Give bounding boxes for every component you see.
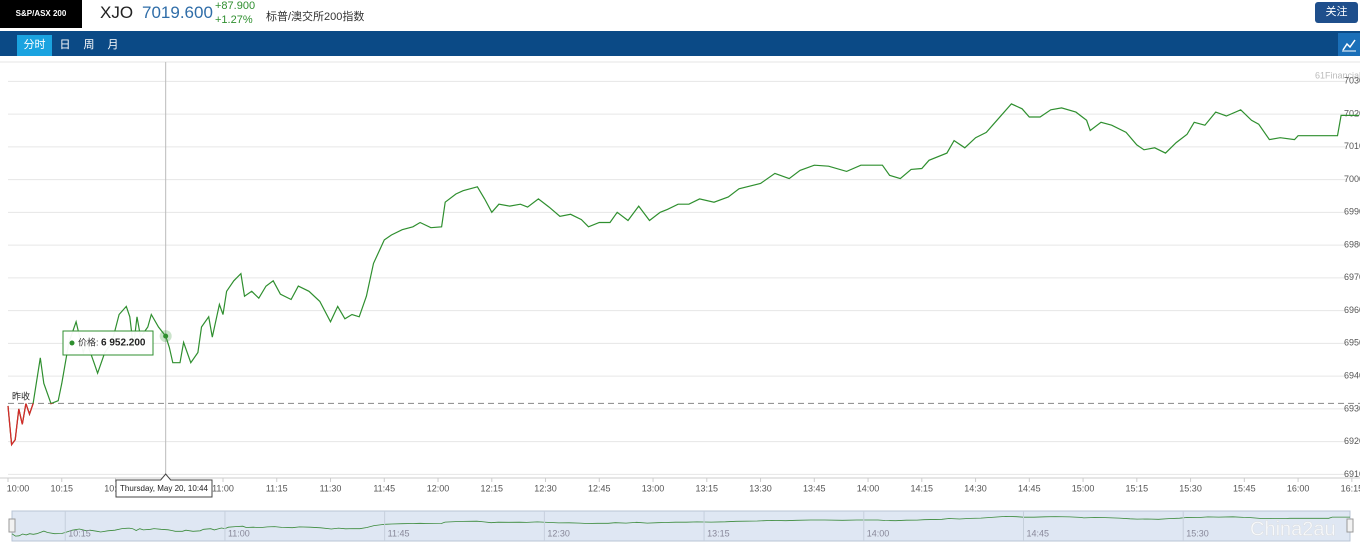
y-tick-label: 6960 [1344,305,1360,315]
credit: China2au [1250,518,1336,540]
x-tick-label: 11:30 [320,483,342,493]
y-tick-label: 6930 [1344,403,1360,413]
x-tick-label: 14:00 [857,483,880,493]
follow-button[interactable]: 关注 [1315,2,1358,23]
navigator [11,510,1351,542]
header: S&P/ASX 200 XJO 7019.600 +87.900 +1.27% … [0,0,1360,31]
x-tick-label: 13:00 [642,483,665,493]
y-tick-label: 6990 [1344,207,1360,217]
x-tick-label: 11:15 [266,483,288,493]
navigator-tick-label: 13:15 [707,528,730,538]
y-tick-label: 6950 [1344,338,1360,348]
navigator-tick-label: 12:30 [547,528,570,538]
x-tick-label: 11:45 [373,483,395,493]
date-flag [115,473,213,498]
y-tick-label: 7000 [1344,174,1360,184]
navigator-handle[interactable] [8,518,16,533]
tooltip-box [62,330,154,356]
navigator-tick-label: 14:45 [1026,528,1049,538]
navigator-tick-label: 11:00 [228,528,250,538]
tab-bar [0,31,1360,56]
x-tick-label: 15:15 [1126,483,1149,493]
x-tick-label: 13:15 [696,483,719,493]
x-tick-label: 16:00 [1287,483,1310,493]
x-tick-label: 12:00 [427,483,450,493]
price-line-below [7,403,54,447]
symbol: XJO [100,3,134,22]
x-tick-label: 14:30 [964,483,987,493]
x-tick-label: 12:30 [534,483,557,493]
y-tick-label: 6910 [1344,469,1360,479]
tooltip-value: 6 952.200 [101,338,146,349]
x-tick-label: 10:00 [7,483,30,493]
x-tick-label: 16:15 [1341,483,1360,493]
y-tick-label: 6920 [1344,436,1360,446]
y-tick-label: 7010 [1344,141,1360,151]
x-tick-label: 11:00 [212,483,234,493]
price-line [7,103,1359,447]
y-tick-label: 6940 [1344,371,1360,381]
tab[interactable]: 分时 [17,35,52,56]
x-tick-label: 13:30 [749,483,772,493]
watermark: 61Financial [1315,70,1360,80]
navigator-tick-label: 10:15 [68,528,91,538]
navigator-handle[interactable] [1346,518,1354,533]
price: 7019.600 [142,3,213,22]
tab[interactable]: 周 [83,39,95,51]
tab[interactable]: 月 [107,39,119,51]
x-tick-label: 10:15 [50,483,73,493]
x-tick-label: 15:45 [1233,483,1256,493]
x-tick-label: 13:45 [803,483,826,493]
date-flag-label: Thursday, May 20, 10:44 [120,484,208,493]
change-pct: +1.27% [215,14,253,26]
y-tick-label: 6970 [1344,272,1360,282]
prev-close-label: 昨收 [12,391,30,402]
x-tick-label: 15:00 [1072,483,1095,493]
navigator-tick-label: 15:30 [1186,528,1209,538]
x-tick-label: 15:30 [1179,483,1202,493]
index-badge: S&P/ASX 200 [0,0,82,28]
x-tick-label: 14:15 [911,483,934,493]
x-tick-label: 12:15 [481,483,504,493]
navigator-tick-label: 11:45 [388,528,410,538]
y-tick-label: 7020 [1344,108,1360,118]
x-tick-label: 14:45 [1018,483,1041,493]
index-name: 标普/澳交所200指数 [266,11,365,23]
x-tick-label: 12:45 [588,483,611,493]
chart-icon[interactable] [1338,33,1360,56]
y-tick-label: 7030 [1344,76,1360,86]
change: +87.900 [215,0,256,12]
navigator-tick-label: 14:00 [867,528,890,538]
tooltip-label: 价格: [78,336,99,347]
hover-point [163,333,169,339]
tab[interactable]: 日 [59,39,71,51]
tooltip-dot [69,340,75,346]
y-tick-label: 6980 [1344,239,1360,249]
navigator-line [11,515,1350,537]
